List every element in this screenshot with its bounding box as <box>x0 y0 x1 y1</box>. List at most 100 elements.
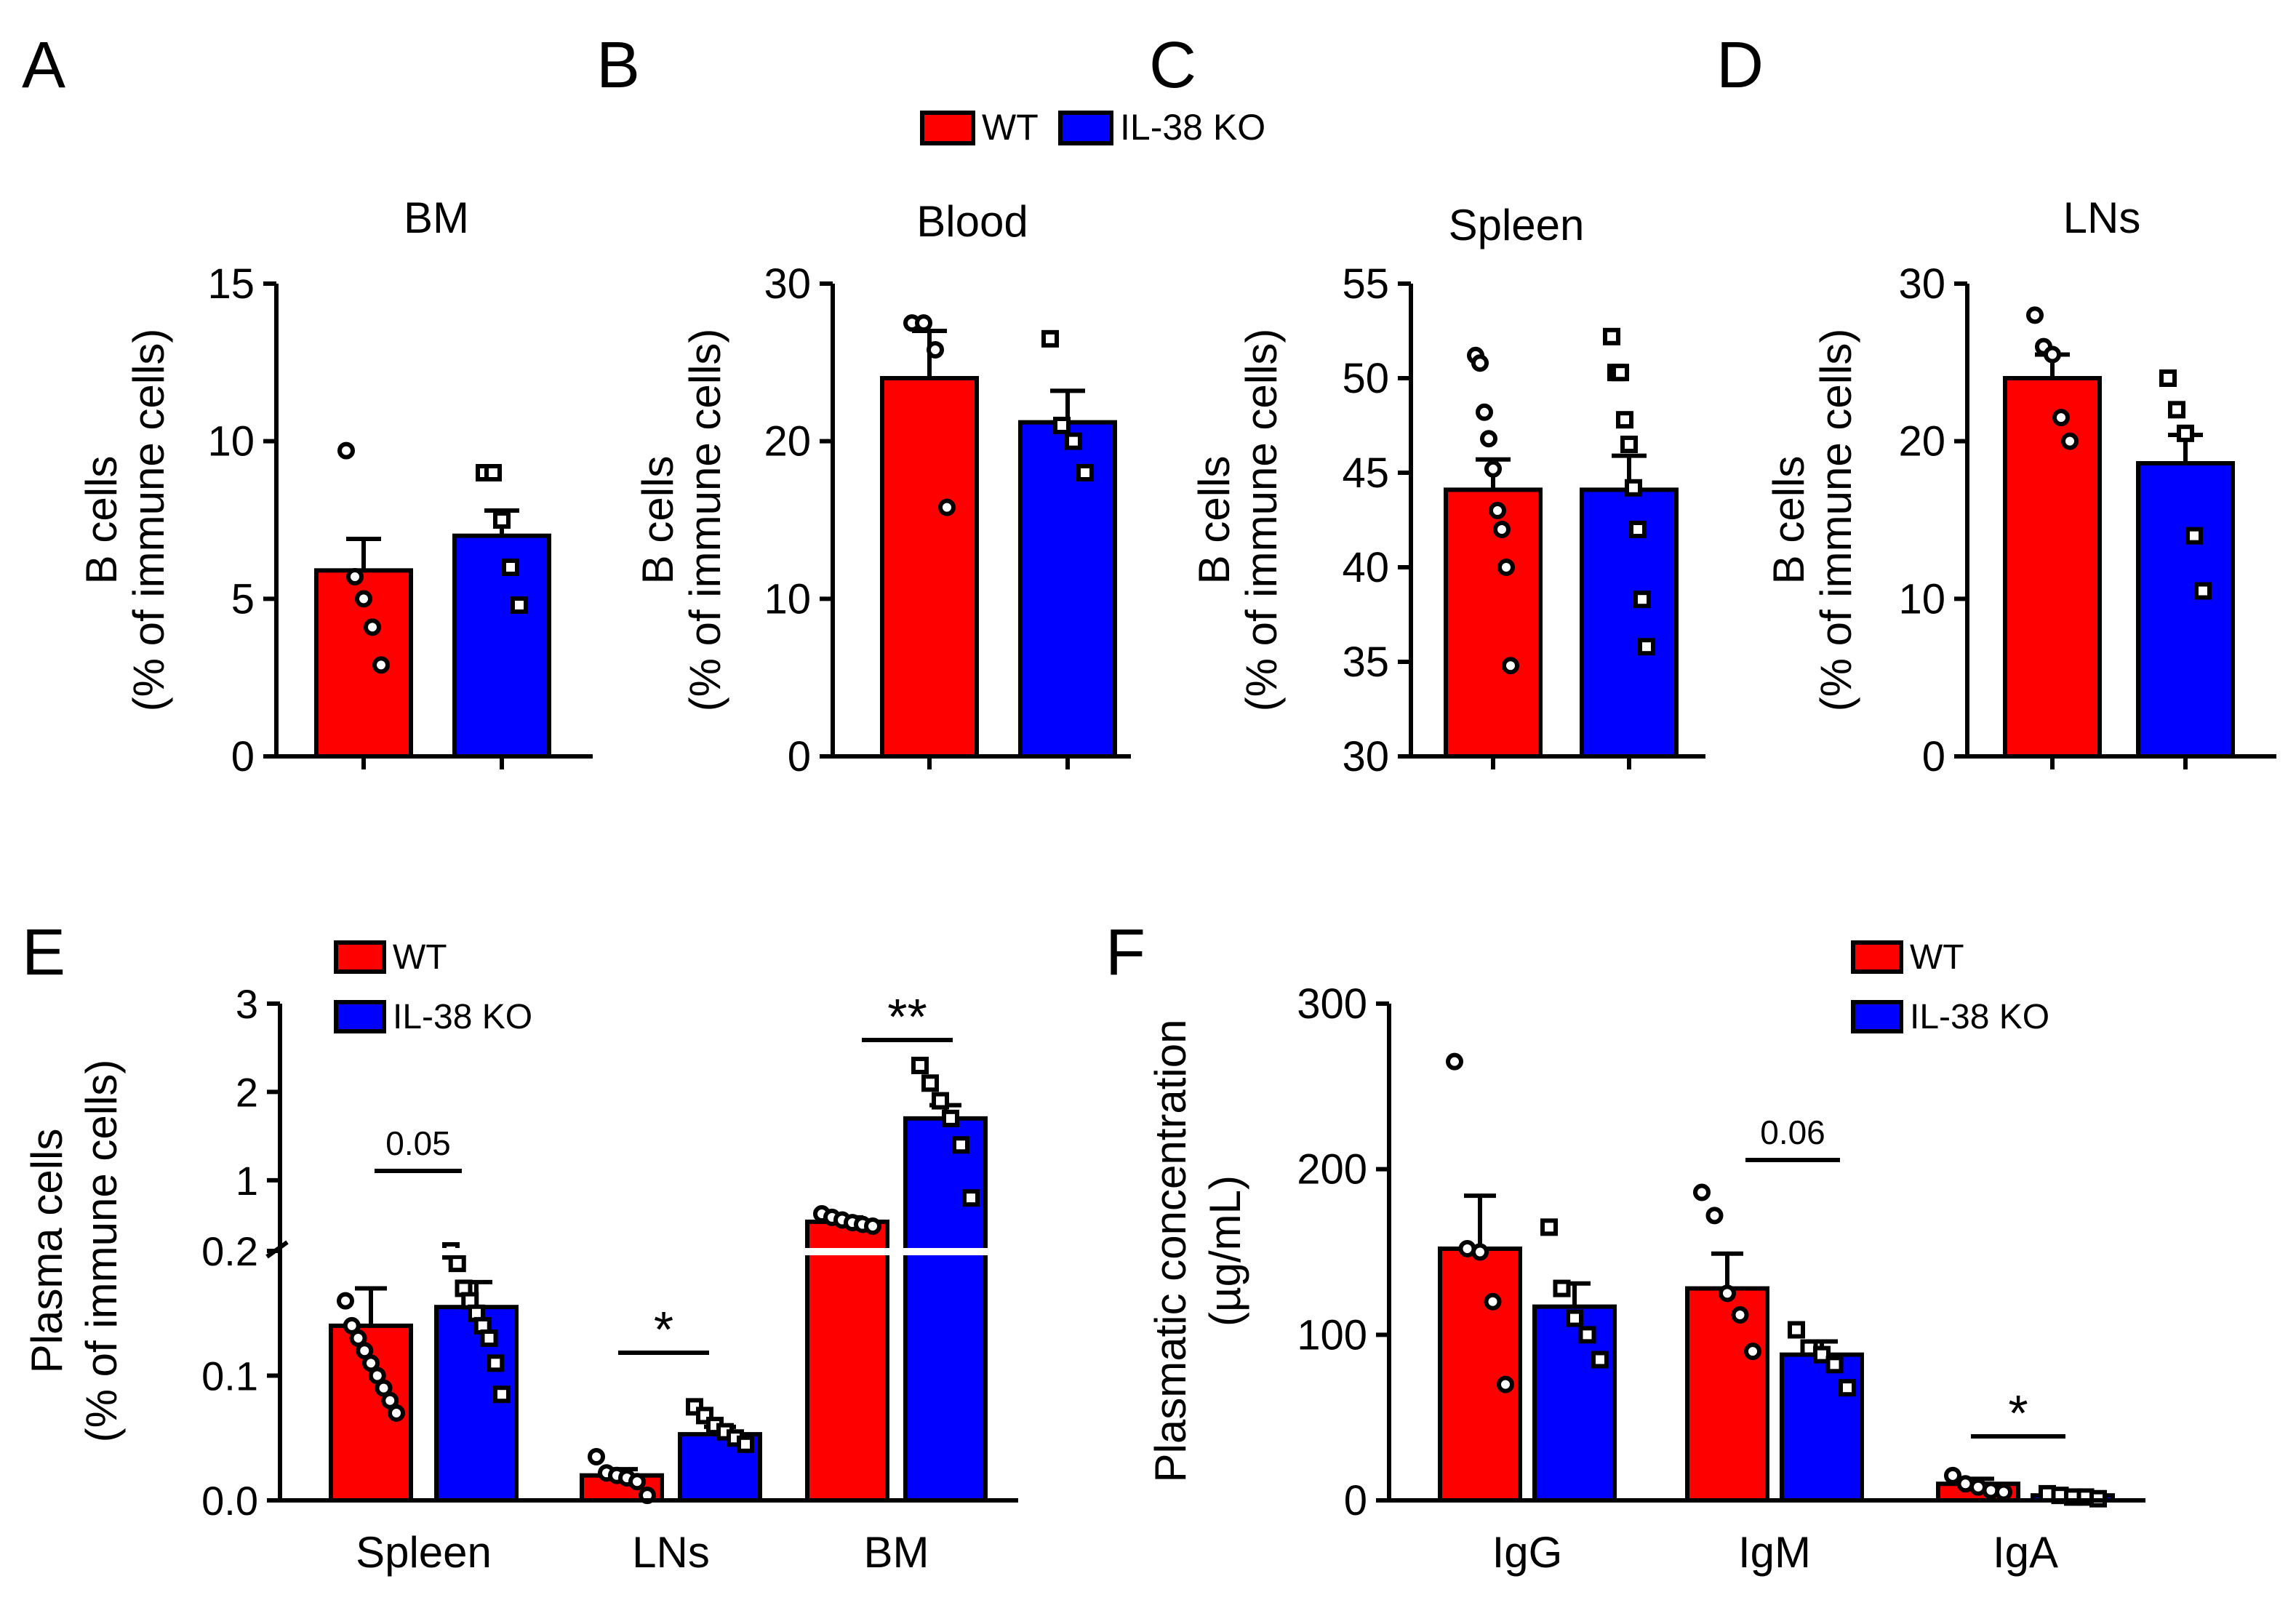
chart-title: BM <box>404 193 469 242</box>
y-tick-label: 45 <box>1342 449 1389 497</box>
data-point <box>487 1354 505 1372</box>
data-point <box>1731 1306 1749 1324</box>
significance-label: * <box>654 1301 673 1358</box>
y-tick-label: 15 <box>207 260 255 308</box>
data-point <box>1625 479 1642 497</box>
y-tick-label: 10 <box>764 575 811 623</box>
bar <box>903 1116 988 1503</box>
data-point <box>1788 1321 1805 1339</box>
legend-f-wt-swatch <box>1851 940 1903 974</box>
x-tick-label: BM <box>864 1528 929 1577</box>
data-point <box>346 568 364 585</box>
y-tick-label: 50 <box>1342 355 1389 402</box>
y-tick-label: 5 <box>231 575 255 623</box>
y-axis-label: Plasmatic concentration <box>1146 1020 1195 1483</box>
data-point <box>932 1092 949 1110</box>
chart-F: Plasmatic concentration (µg/mL) IgG IgM IgA 0… <box>1146 980 2145 1577</box>
data-point <box>737 1435 754 1453</box>
top-legend: WT IL-38 KO <box>920 107 1265 148</box>
y-tick-label: 0 <box>231 733 255 780</box>
panel-letter-e: E <box>22 916 65 989</box>
legend-f: WT IL-38 KO <box>1851 938 2049 1036</box>
bar <box>1532 1304 1617 1503</box>
significance-label: 0.06 <box>1760 1113 1825 1151</box>
y-axis-label-units: (% of immune cells) <box>1237 329 1286 712</box>
data-point <box>1497 559 1515 576</box>
data-point <box>364 618 381 636</box>
x-tick-label: IgA <box>1993 1528 2058 1577</box>
legend-f-ko-swatch <box>1851 1000 1903 1033</box>
data-point <box>1471 1243 1489 1261</box>
data-point <box>493 1385 511 1404</box>
y-tick-label: 100 <box>1297 1311 1367 1359</box>
x-tick-label: LNs <box>632 1528 710 1577</box>
data-point <box>1497 1375 1514 1393</box>
bar <box>805 1219 889 1503</box>
data-point <box>1484 1292 1502 1311</box>
y-tick-label: 35 <box>1342 639 1389 686</box>
legend-e-wt-label: WT <box>393 938 447 977</box>
data-point <box>628 1473 646 1491</box>
data-point <box>2159 369 2177 387</box>
data-point <box>2052 409 2070 427</box>
data-point <box>1705 1207 1724 1225</box>
bar <box>1780 1352 1864 1503</box>
panel-letter-a: A <box>22 29 65 102</box>
y-axis-label-units: (% of immune cells) <box>681 329 729 712</box>
data-point <box>1633 591 1651 609</box>
legend-wt-swatch <box>920 111 975 145</box>
data-point <box>1566 1309 1583 1327</box>
chart-D: LNs B cells(% of immune cells) 0 10 20 30 <box>1764 193 2276 780</box>
data-point <box>1493 521 1511 538</box>
data-point <box>1476 403 1493 421</box>
y-tick-label: 2 <box>236 1069 258 1115</box>
bar <box>1018 420 1117 759</box>
y-tick-label: 200 <box>1297 1146 1367 1193</box>
data-point <box>355 590 372 608</box>
y-axis-label: B cells <box>77 456 126 585</box>
data-point <box>484 464 502 481</box>
chart-A: BM B cells(% of immune cells) 0 5 10 15 <box>77 193 593 780</box>
legend-e-ko-label: IL-38 KO <box>393 998 532 1036</box>
y-axis-label-units: (% of immune cells) <box>77 1060 126 1443</box>
y-tick-label: 30 <box>1898 260 1945 308</box>
data-point <box>2177 424 2194 442</box>
chart-title: Blood <box>916 197 1028 246</box>
y-tick-label: 40 <box>1342 544 1389 591</box>
data-point <box>1944 1466 1961 1484</box>
data-point <box>1540 1218 1558 1236</box>
data-point <box>1446 1052 1463 1071</box>
y-tick-label: 20 <box>764 418 811 465</box>
data-point <box>864 1217 881 1235</box>
data-point <box>2026 306 2044 324</box>
data-point <box>2185 527 2203 545</box>
panel-letter-f: F <box>1105 916 1145 989</box>
data-point <box>372 656 390 674</box>
data-point <box>511 596 528 614</box>
data-point <box>911 1057 929 1074</box>
legend-f-ko-label: IL-38 KO <box>1910 998 2049 1036</box>
axis-break-band <box>284 1248 1011 1255</box>
data-point <box>1616 411 1633 429</box>
data-point <box>1839 1379 1856 1397</box>
y-tick-label: 300 <box>1297 980 1367 1028</box>
legend-e-wt-swatch <box>334 940 386 974</box>
y-tick-label: 1 <box>236 1158 258 1204</box>
bar <box>2136 461 2235 759</box>
data-point <box>2168 401 2185 419</box>
y-tick-label: 3 <box>236 981 258 1027</box>
x-tick-label: IgG <box>1492 1528 1563 1577</box>
data-point <box>1053 417 1071 434</box>
data-point <box>938 498 956 516</box>
data-point <box>952 1136 969 1154</box>
bar <box>1438 1246 1522 1503</box>
data-point <box>1065 432 1082 450</box>
data-point <box>1620 436 1638 453</box>
y-tick-label: 0.0 <box>201 1478 258 1524</box>
data-point <box>1693 1183 1711 1201</box>
legend-ko-label: IL-38 KO <box>1120 107 1265 148</box>
chart-title: LNs <box>2063 193 2141 242</box>
data-point <box>1553 1279 1571 1297</box>
data-point <box>337 1292 354 1310</box>
